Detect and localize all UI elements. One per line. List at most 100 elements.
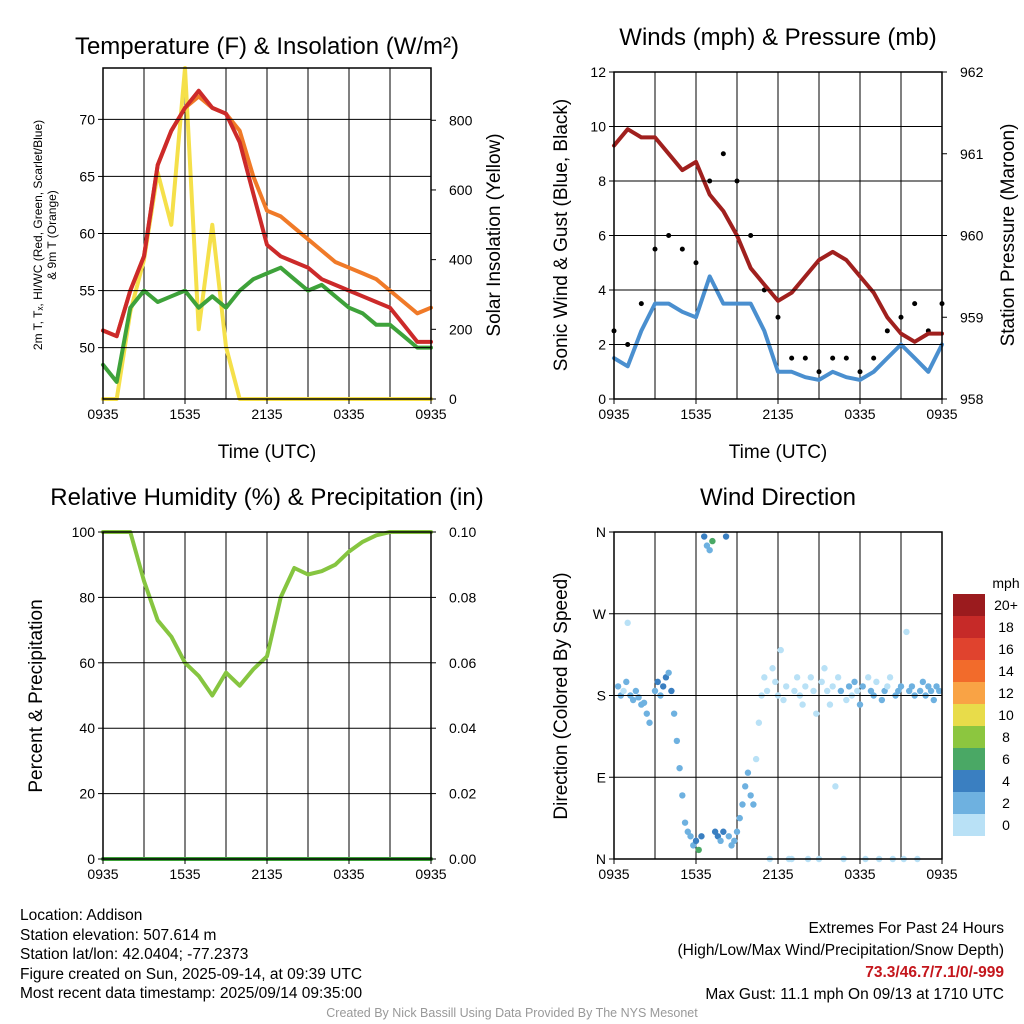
- temperature-panel-title: Temperature (F) & Insolation (W/m²): [75, 33, 459, 60]
- y-tick-label: 60: [79, 226, 95, 242]
- colorbar-label: 16: [998, 641, 1014, 657]
- y2-tick-label: 200: [449, 321, 473, 337]
- x-tick-label: 1535: [680, 866, 711, 882]
- y-tick-label: 40: [79, 720, 95, 736]
- direction-point: [623, 678, 630, 686]
- direction-point: [624, 619, 631, 627]
- direction-point: [799, 701, 806, 708]
- colorbar-swatch: [953, 726, 985, 748]
- direction-point: [793, 674, 801, 681]
- direction-point: [769, 665, 776, 672]
- temperature-y-axis-label-line1: 2m T, Tₓ, HI/WC (Red, Green, Scarlet/Blu…: [31, 120, 45, 350]
- y-tick-label: 50: [79, 340, 95, 356]
- colorbar-swatch: [953, 682, 985, 704]
- y2-tick-label: 0.04: [449, 720, 476, 736]
- direction-point: [821, 665, 828, 672]
- direction-point: [780, 696, 787, 704]
- gust-point: [912, 301, 918, 307]
- direction-point: [755, 719, 763, 726]
- y2-tick-label: 958: [960, 391, 984, 407]
- direction-point: [810, 687, 817, 695]
- series-line: [101, 88, 433, 344]
- x-tick-label: 0935: [415, 866, 446, 882]
- colorbar-swatch: [953, 660, 985, 682]
- wind-y-axis-label: Sonic Wind & Gust (Blue, Black): [551, 99, 572, 371]
- direction-point: [834, 674, 842, 681]
- direction-point: [620, 687, 627, 695]
- wind-direction-panel-title: Wind Direction: [700, 484, 856, 511]
- colorbar-title: mph: [992, 575, 1019, 591]
- y-tick-label: 10: [590, 119, 606, 135]
- direction-point: [752, 755, 760, 763]
- colorbar-swatch: [953, 748, 985, 770]
- direction-point: [829, 683, 836, 690]
- x-tick-label: 1535: [680, 406, 711, 422]
- x-tick-label: 0335: [844, 866, 875, 882]
- credit-text: Created By Nick Bassill Using Data Provi…: [326, 1006, 698, 1020]
- y-tick-label: 2: [598, 337, 606, 353]
- direction-point: [772, 678, 779, 686]
- direction-point: [676, 764, 683, 772]
- direction-point: [660, 683, 667, 690]
- gust-point: [802, 355, 808, 361]
- direction-point: [695, 846, 702, 854]
- y-tick-label: E: [597, 769, 606, 785]
- pressure-y-axis-label: Station Pressure (Maroon): [998, 124, 1019, 347]
- gust-point: [816, 369, 822, 375]
- y-tick-label: 0: [598, 391, 606, 407]
- elevation-text: Station elevation: 507.614 m: [20, 926, 217, 944]
- direction-point: [744, 769, 752, 776]
- direction-point: [903, 628, 910, 636]
- gust-point: [884, 328, 890, 334]
- direction-point: [777, 646, 784, 654]
- direction-point: [698, 833, 705, 840]
- location-text: Location: Addison: [20, 907, 143, 924]
- direction-point: [897, 683, 905, 690]
- direction-point: [859, 683, 866, 690]
- direction-point: [739, 801, 746, 808]
- direction-point: [725, 833, 732, 840]
- direction-point: [736, 814, 743, 822]
- y2-tick-label: 0.06: [449, 655, 476, 671]
- direction-point: [843, 696, 850, 704]
- gust-point: [843, 355, 849, 361]
- y2-tick-label: 961: [960, 146, 984, 162]
- direction-point: [783, 683, 790, 690]
- direction-point: [646, 719, 653, 726]
- y2-tick-label: 0.10: [449, 524, 476, 540]
- y-tick-label: 65: [79, 168, 95, 184]
- direction-point: [742, 783, 749, 790]
- direction-point: [632, 687, 640, 695]
- colorbar-label: 8: [1002, 729, 1010, 745]
- colorbar-swatch: [953, 792, 985, 814]
- meteogram-figure: Temperature (F) & Insolation (W/m²) 50 55…: [26, 24, 1020, 882]
- direction-point: [706, 546, 713, 554]
- y-tick-label: 20: [79, 786, 95, 802]
- x-tick-label: 2135: [762, 866, 793, 882]
- direction-point: [733, 828, 741, 835]
- direction-point: [851, 678, 858, 686]
- x-tick-label: 0935: [415, 406, 446, 422]
- direction-point: [824, 687, 831, 695]
- temperature-y-axis-label-line2: & 9m T (Orange): [45, 190, 59, 280]
- direction-point: [670, 710, 678, 717]
- insolation-y-axis-label: Solar Insolation (Yellow): [484, 133, 505, 336]
- gust-point: [789, 355, 795, 361]
- direction-point: [845, 683, 853, 690]
- direction-point: [761, 674, 768, 681]
- max-gust-text: Max Gust: 11.1 mph On 09/13 at 1710 UTC: [705, 986, 1004, 1003]
- direction-point: [668, 687, 675, 695]
- direction-point: [865, 674, 872, 681]
- y2-tick-label: 959: [960, 309, 984, 325]
- colorbar-label: 0: [1002, 817, 1010, 833]
- direction-point: [747, 792, 754, 799]
- y-tick-label: 6: [598, 228, 606, 244]
- direction-point: [813, 710, 820, 717]
- colorbar-label: 14: [998, 663, 1014, 679]
- direction-point: [750, 801, 757, 808]
- recent-data-text: Most recent data timestamp: 2025/09/14 0…: [20, 985, 363, 1002]
- y-tick-label: 4: [598, 282, 606, 298]
- y-tick-label: 70: [79, 111, 95, 127]
- humidity-panel-title: Relative Humidity (%) & Precipitation (i…: [50, 484, 483, 511]
